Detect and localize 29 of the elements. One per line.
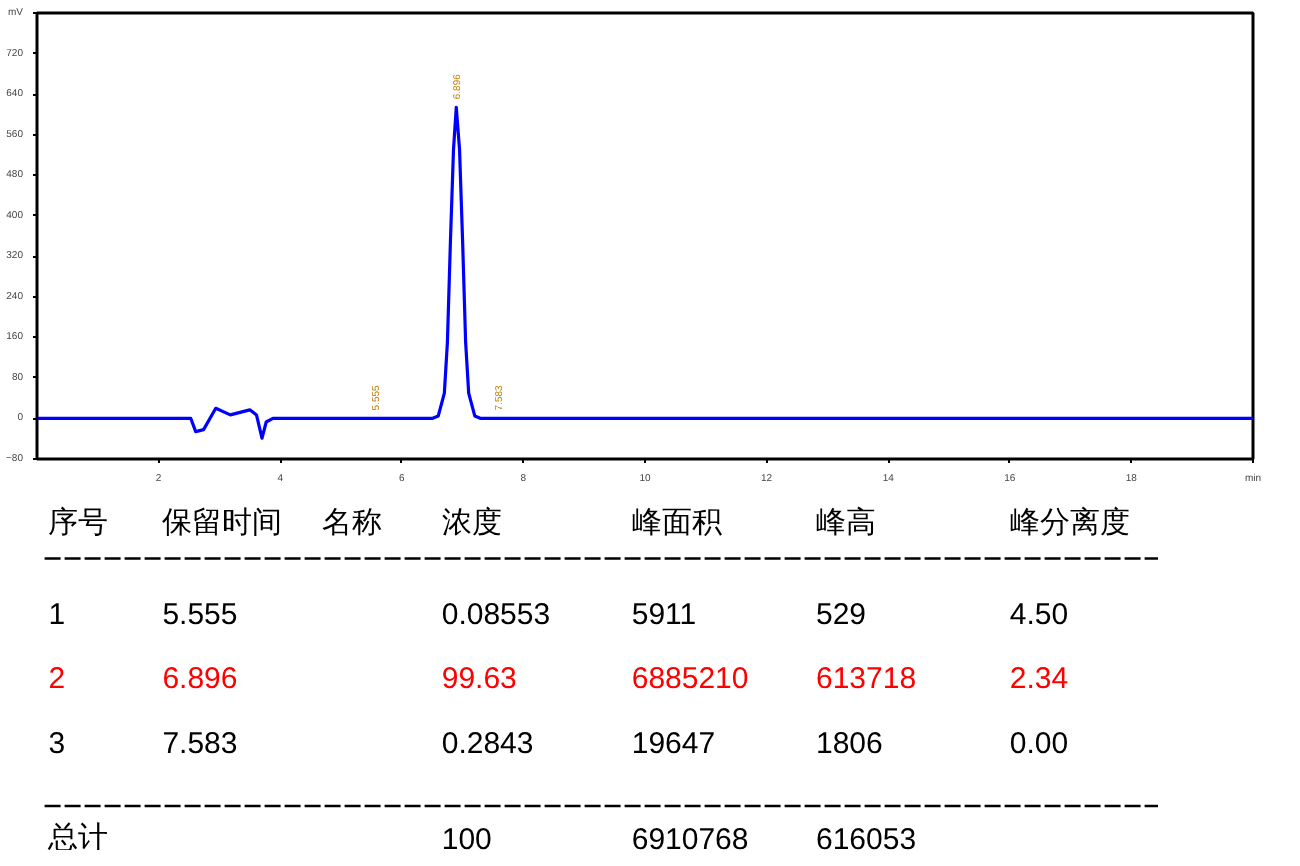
text: 616053 [816,823,917,858]
category-label: 保留时间 [162,506,283,541]
text: 1806 [816,726,883,761]
text: 7.583 [162,726,238,761]
text: 4.50 [1009,598,1069,633]
text: 6910768 [631,823,749,858]
text: 2.34 [1009,662,1069,697]
category-label: 名称 [322,506,382,541]
text: 613718 [816,662,917,697]
text: 5911 [631,598,697,633]
text: 529 [816,598,867,633]
text: 99.63 [441,662,517,697]
text: 5.555 [162,598,238,633]
text: 0.2843 [441,726,534,761]
text: 3 [48,726,66,761]
category-label: 峰高 [816,506,876,541]
text: 100 [441,823,492,858]
text: 6885210 [631,662,749,697]
category-label: 峰面积 [631,506,722,541]
line-series [37,105,1253,440]
text: 0.08553 [441,598,551,633]
text: 0.00 [1009,726,1069,761]
text: 19647 [631,726,716,761]
category-label: 序号 [48,506,109,541]
text: 2 [48,662,66,697]
text: 1 [48,598,66,633]
category-label: 浓度 [441,506,502,541]
text: 6.896 [162,662,238,697]
category-label: 峰分离度 [1009,506,1130,541]
